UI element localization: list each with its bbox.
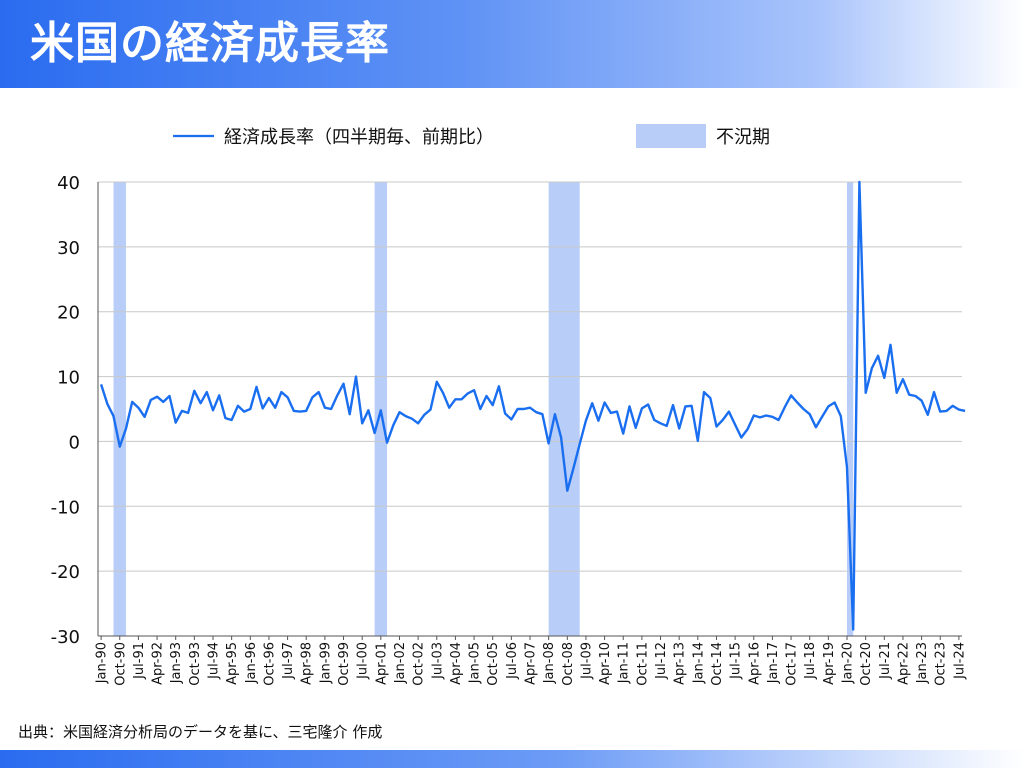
source-note: 出典：米国経済分析局のデータを基に、三宅隆介 作成 [18, 723, 383, 741]
y-tick-label: 40 [57, 173, 80, 194]
x-tick-label: Jul-06 [505, 642, 520, 680]
x-tick-label: Apr-95 [225, 642, 240, 685]
x-tick-label: Jan-05 [468, 642, 483, 684]
recession-band [113, 182, 126, 636]
y-tick-label: -20 [51, 562, 80, 583]
title-bar: 米国の経済成長率 [0, 0, 1024, 88]
y-axis-ticks: 40 30 20 10 0 -10 -20 -30 [51, 173, 80, 648]
recession-band [548, 182, 580, 636]
x-axis-ticks: Jan-90 Oct-90 Jul-91 Apr-92 Jan-93 Oct-93 Jul-… [95, 636, 967, 686]
x-tick-label: Jul-91 [132, 642, 147, 680]
recession-bands [113, 182, 854, 636]
x-tick-label: Oct-14 [710, 642, 725, 686]
legend-band-label: 不況期 [716, 127, 770, 148]
x-tick-label: Jan-20 [841, 642, 856, 684]
x-tick-label: Jul-12 [654, 642, 669, 680]
x-tick-label: Oct-90 [113, 642, 128, 686]
legend-band-swatch [636, 124, 706, 148]
x-tick-label: Oct-23 [934, 642, 949, 686]
x-tick-label: Jul-97 [281, 642, 296, 680]
x-tick-label: Jan-99 [318, 642, 333, 684]
x-tick-label: Oct-96 [262, 642, 277, 686]
x-tick-label: Jul-24 [952, 642, 967, 680]
x-tick-label: Jan-11 [617, 642, 632, 684]
x-tick-label: Oct-05 [486, 642, 501, 686]
x-tick-label: Jan-14 [691, 642, 706, 684]
y-tick-label: -30 [51, 627, 80, 648]
y-tick-label: 20 [57, 303, 80, 324]
x-tick-label: Apr-98 [300, 642, 315, 685]
x-tick-label: Jul-00 [356, 642, 371, 680]
x-tick-label: Apr-92 [151, 642, 166, 685]
recession-band [847, 182, 854, 636]
x-tick-label: Oct-11 [635, 642, 650, 686]
x-tick-label: Jan-96 [244, 642, 259, 684]
x-tick-label: Jan-02 [393, 642, 408, 684]
x-tick-label: Jan-23 [915, 642, 930, 684]
page-title: 米国の経済成長率 [30, 18, 390, 69]
x-tick-label: Apr-19 [822, 642, 837, 685]
x-tick-label: Apr-16 [747, 642, 762, 685]
x-tick-label: Apr-07 [524, 642, 539, 685]
growth-rate-line [99, 180, 966, 631]
bottom-bar [0, 750, 1024, 768]
x-tick-label: Jan-08 [542, 642, 557, 684]
x-tick-label: Jul-03 [430, 642, 445, 680]
y-tick-label: 30 [57, 238, 80, 259]
y-tick-label: -10 [51, 497, 80, 518]
x-tick-label: Jan-93 [169, 642, 184, 684]
x-tick-label: Oct-02 [412, 642, 427, 686]
x-tick-label: Jan-90 [95, 642, 110, 684]
x-tick-label: Oct-20 [859, 642, 874, 686]
growth-rate-chart: 40 30 20 10 0 -10 -20 -30 Jan-90 Oct-90 Jul-91 Apr… [51, 124, 967, 686]
x-tick-label: Oct-99 [337, 642, 352, 686]
x-tick-label: Jul-94 [206, 642, 221, 680]
x-tick-label: Jul-15 [729, 642, 744, 680]
x-tick-label: Jul-09 [579, 642, 594, 680]
legend-line-label: 経済成長率（四半期毎、前期比） [224, 127, 494, 148]
x-tick-label: Jul-18 [803, 642, 818, 680]
recession-band [374, 182, 388, 636]
x-tick-label: Jul-21 [878, 642, 893, 680]
x-tick-label: Apr-13 [673, 642, 688, 685]
x-tick-label: Apr-01 [374, 642, 389, 685]
y-tick-label: 10 [57, 368, 80, 389]
x-tick-label: Jan-17 [766, 642, 781, 684]
legend: 経済成長率（四半期毎、前期比） 不況期 [173, 124, 770, 148]
x-tick-label: Apr-22 [896, 642, 911, 685]
x-tick-label: Apr-10 [598, 642, 613, 685]
x-tick-label: Oct-08 [561, 642, 576, 686]
y-tick-label: 0 [69, 432, 80, 453]
x-tick-label: Oct-93 [188, 642, 203, 686]
x-tick-label: Apr-04 [449, 642, 464, 685]
x-tick-label: Oct-17 [785, 642, 800, 686]
